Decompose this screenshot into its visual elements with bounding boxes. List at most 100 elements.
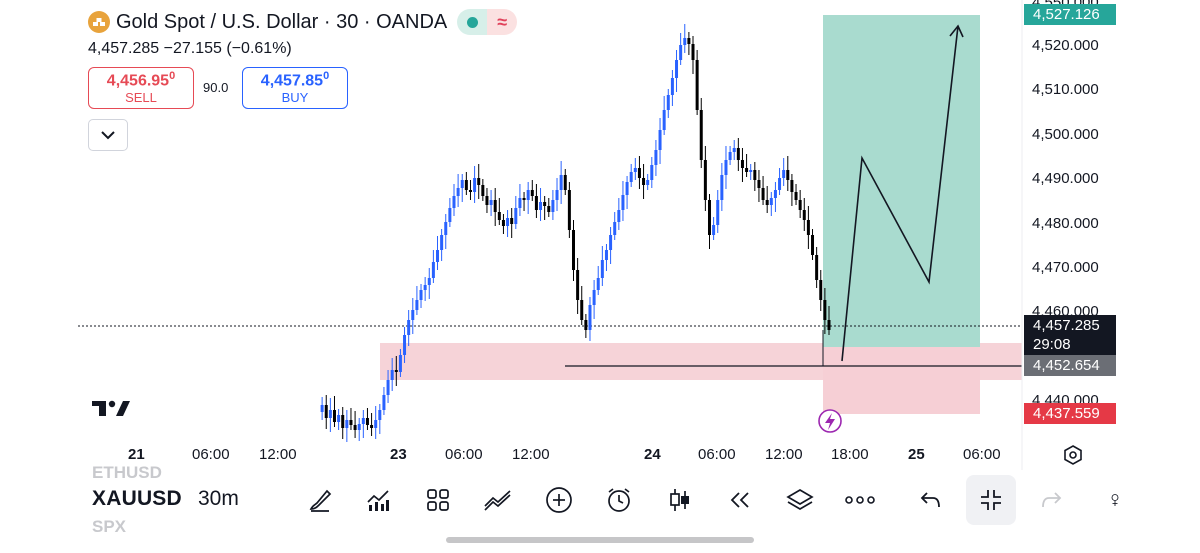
candle-body bbox=[419, 290, 423, 300]
candle-body bbox=[588, 305, 592, 330]
home-indicator bbox=[446, 537, 754, 543]
templates-icon[interactable] bbox=[420, 482, 456, 518]
candle-body bbox=[720, 175, 724, 200]
interval-selector[interactable]: 30m bbox=[198, 487, 239, 510]
candle-body bbox=[658, 130, 662, 150]
candle-body bbox=[341, 415, 345, 428]
more-icon[interactable] bbox=[842, 482, 878, 518]
candle-body bbox=[732, 148, 736, 152]
buy-button[interactable]: 4,457.850 BUY bbox=[242, 67, 348, 109]
symbol-title[interactable]: Gold Spot / U.S. Dollar · 30 · OANDA bbox=[116, 10, 448, 33]
time-tick: 06:00 bbox=[963, 446, 1001, 463]
projection-arrowhead bbox=[949, 24, 964, 38]
add-icon[interactable] bbox=[541, 482, 577, 518]
collapse-icon[interactable] bbox=[966, 475, 1016, 525]
settings-icon[interactable] bbox=[1062, 444, 1084, 466]
candle-body bbox=[365, 418, 369, 425]
candle-body bbox=[361, 418, 365, 424]
candle-body bbox=[666, 95, 670, 110]
alert-icon[interactable] bbox=[601, 482, 637, 518]
candle-body bbox=[790, 180, 794, 192]
candle-body bbox=[600, 260, 604, 278]
symbol-next[interactable]: SPX bbox=[92, 517, 127, 536]
object-tree-icon[interactable] bbox=[1108, 482, 1122, 518]
candle-body bbox=[691, 44, 695, 60]
candle-body bbox=[617, 210, 621, 222]
candle-body bbox=[481, 185, 485, 196]
time-tick: 23 bbox=[390, 446, 407, 463]
candle-body bbox=[378, 410, 382, 420]
stop-zone bbox=[823, 347, 980, 414]
candle-body bbox=[337, 415, 341, 422]
candle-body bbox=[633, 168, 637, 172]
spread-value: 90.0 bbox=[203, 80, 229, 95]
chevron-down-icon[interactable] bbox=[88, 119, 128, 151]
candle-body bbox=[448, 208, 452, 222]
candle-body bbox=[411, 310, 415, 320]
candle-body bbox=[444, 222, 448, 235]
sell-button[interactable]: 4,456.950 SELL bbox=[88, 67, 194, 109]
candle-body bbox=[728, 152, 732, 160]
time-tick: 24 bbox=[644, 446, 661, 463]
price-change-pct: (−0.61%) bbox=[226, 40, 292, 57]
candle-body bbox=[386, 380, 390, 395]
candle-body bbox=[650, 165, 654, 180]
compare-icon[interactable] bbox=[480, 482, 516, 518]
candle-body bbox=[460, 180, 464, 188]
candle-body bbox=[794, 192, 798, 200]
current-price-value: 4,457.285 bbox=[1033, 317, 1100, 334]
time-tick: 06:00 bbox=[192, 446, 230, 463]
symbol-selector[interactable]: XAUUSD bbox=[92, 487, 182, 510]
price-tick: 4,510.000 bbox=[1032, 81, 1099, 98]
candle-body bbox=[576, 270, 580, 300]
candle-body bbox=[646, 180, 650, 185]
candle-body bbox=[427, 278, 431, 285]
candle-body bbox=[827, 320, 831, 330]
candle-body bbox=[534, 196, 538, 210]
bar-countdown: 29:08 bbox=[1033, 336, 1071, 353]
candle-body bbox=[683, 38, 687, 45]
last-price: 4,457.285 bbox=[88, 40, 160, 57]
candle-body bbox=[452, 196, 456, 208]
candle-body bbox=[522, 198, 526, 200]
brush-icon[interactable] bbox=[302, 482, 338, 518]
price-tick: 4,490.000 bbox=[1032, 170, 1099, 187]
candle-body bbox=[819, 280, 823, 300]
candle-body bbox=[555, 190, 559, 200]
candle-body bbox=[436, 250, 440, 262]
time-tick: 18:00 bbox=[831, 446, 869, 463]
target-price-tag: 4,527.126 bbox=[1024, 4, 1116, 25]
current-price-tag: 4,457.285 29:08 bbox=[1024, 315, 1116, 355]
market-status-pill[interactable]: ≈ bbox=[457, 9, 518, 35]
candle-body bbox=[712, 225, 716, 235]
candle-body bbox=[687, 38, 691, 44]
symbol-prev[interactable]: ETHUSD bbox=[92, 463, 162, 482]
redo-icon[interactable] bbox=[1034, 482, 1070, 518]
candle-body bbox=[468, 190, 472, 192]
candle-body bbox=[642, 178, 646, 185]
candle-body bbox=[464, 180, 468, 190]
price-chart[interactable] bbox=[0, 0, 1200, 470]
candle-body bbox=[551, 200, 555, 212]
candle-body bbox=[547, 206, 551, 212]
candle-body bbox=[477, 178, 481, 185]
candle-body bbox=[345, 420, 349, 428]
candle-body bbox=[823, 300, 827, 320]
layers-icon[interactable] bbox=[782, 482, 818, 518]
candles-icon[interactable] bbox=[662, 482, 698, 518]
price-change: −27.155 bbox=[163, 40, 222, 57]
buy-price-pip: 0 bbox=[323, 70, 330, 82]
undo-icon[interactable] bbox=[912, 482, 948, 518]
candle-body bbox=[740, 160, 744, 168]
candle-body bbox=[440, 235, 444, 250]
replay-icon[interactable] bbox=[722, 482, 758, 518]
candle-body bbox=[370, 425, 374, 428]
candle-body bbox=[567, 190, 571, 230]
indicators-icon[interactable] bbox=[360, 482, 396, 518]
candle-body bbox=[736, 148, 740, 160]
market-open-icon bbox=[457, 9, 488, 35]
time-tick: 21 bbox=[128, 446, 145, 463]
stop-price-tag: 4,437.559 bbox=[1024, 403, 1116, 424]
sell-label: SELL bbox=[125, 90, 157, 106]
candle-body bbox=[332, 410, 336, 422]
